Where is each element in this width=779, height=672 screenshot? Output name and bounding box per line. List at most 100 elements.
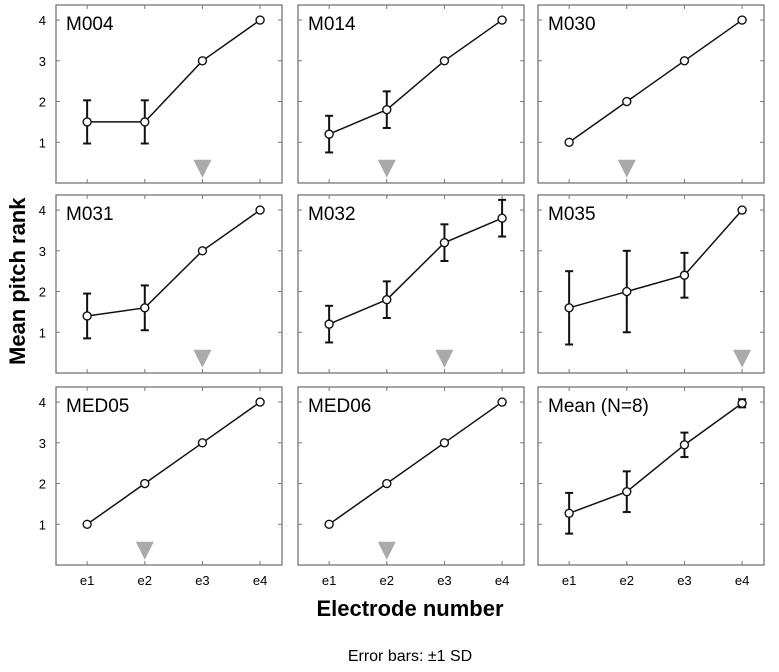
data-point [737,398,747,408]
panel-med05: 1 2 3 4 e1 e2 e3 e4 MED05 [39,386,283,588]
data-point [82,311,92,321]
data-point [255,205,265,215]
panel-title: Mean (N=8) [548,396,649,417]
electrode-marker-triangle [733,349,752,368]
data-point [564,508,574,518]
data-point [622,96,632,107]
panel-m030: M030 [537,4,765,184]
data-point [382,104,392,115]
electrode-marker-triangle [435,349,454,368]
panel-m035: M035 [537,194,765,374]
y-tick-label: 3 [39,54,46,69]
series-line [568,19,743,143]
data-point [737,15,747,25]
panel-title: M032 [308,204,356,225]
data-point [622,486,632,497]
panel-m004: 1 2 3 4 M004 [39,4,283,184]
x-tick-label: e2 [138,573,152,588]
data-point [679,270,690,280]
panel-frame [55,386,283,566]
x-tick-label: e4 [735,573,749,588]
y-tick-label: 2 [39,95,46,110]
panel-frame [297,386,525,566]
data-point [737,205,747,215]
x-tick-label: e3 [677,573,691,588]
series-line [328,401,503,525]
panel-m031: 1 2 3 4 M031 [39,194,283,374]
data-point [622,286,632,297]
electrode-marker-triangle [193,159,212,178]
panel-title: M014 [308,14,356,35]
x-tick-label: e1 [562,573,576,588]
electrode-marker-triangle [135,541,154,560]
data-point [197,246,208,256]
panel-title: MED06 [308,396,371,417]
y-tick-label: 3 [39,244,46,259]
data-point [497,397,507,407]
y-tick-label: 4 [39,203,46,218]
electrode-marker-triangle [617,159,636,178]
data-point [255,15,265,25]
x-tick-label: e1 [322,573,336,588]
data-point [140,303,150,313]
series-line [87,19,261,123]
data-point [82,117,92,127]
data-point [497,213,507,223]
series-line [86,401,261,525]
data-point [382,478,392,489]
panel-frame [537,386,765,566]
data-point [140,478,150,489]
data-point [564,137,574,147]
x-tick-label: e3 [195,573,209,588]
data-point [497,15,507,25]
panel-title: M004 [66,14,114,35]
y-tick-label: 1 [39,517,46,532]
x-tick-label: e1 [80,573,94,588]
x-tick-label: e4 [253,573,267,588]
electrode-marker-triangle [377,159,396,178]
data-point [197,56,208,66]
data-point [324,519,334,529]
y-tick-label: 2 [39,477,46,492]
y-tick-label: 3 [39,436,46,451]
panel-frame [55,4,283,184]
data-point [439,56,450,66]
data-point [197,438,208,448]
y-axis-label: Mean pitch rank [5,197,30,365]
series-line [568,209,743,309]
data-point [679,440,690,450]
data-point [82,519,92,529]
y-tick-label: 2 [39,285,46,300]
y-tick-label: 1 [39,135,46,150]
data-point [324,319,334,329]
series-line [568,402,743,514]
data-point [324,129,334,139]
panel-title: M035 [548,204,596,225]
data-point [564,303,574,313]
panel-mean-n-8-: e1 e2 e3 e4 Mean (N=8) [537,386,765,588]
data-point [255,397,265,407]
electrode-marker-triangle [193,349,212,368]
series-line [328,217,503,325]
y-tick-label: 4 [39,13,46,28]
panel-med06: e1 e2 e3 e4 MED06 [297,386,525,588]
panel-m032: M032 [297,194,525,374]
data-point [382,294,392,305]
data-point [140,117,150,127]
x-tick-label: e4 [495,573,509,588]
data-point [439,237,450,248]
x-tick-label: e2 [380,573,394,588]
panel-title: M030 [548,14,596,35]
series-line [328,19,503,135]
data-point [679,56,690,66]
data-point [439,438,450,448]
panel-title: M031 [66,204,114,225]
y-tick-label: 1 [39,325,46,340]
panel-m014: M014 [297,4,525,184]
electrode-marker-triangle [377,541,396,560]
x-tick-label: e3 [437,573,451,588]
y-tick-label: 4 [39,395,46,410]
x-tick-label: e2 [620,573,634,588]
panel-frame [297,4,525,184]
